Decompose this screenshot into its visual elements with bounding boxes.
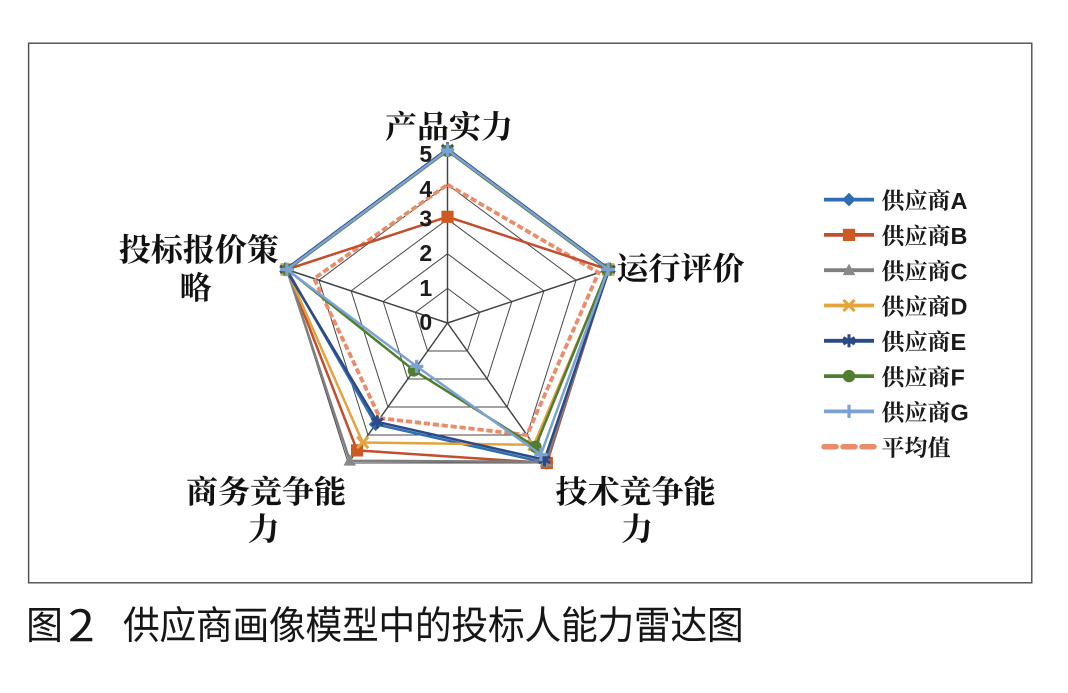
svg-text:B: B bbox=[951, 223, 968, 249]
svg-text:E: E bbox=[951, 329, 967, 355]
svg-text:3: 3 bbox=[419, 206, 432, 232]
svg-text:5: 5 bbox=[419, 141, 432, 167]
svg-text:4: 4 bbox=[419, 176, 432, 202]
svg-text:F: F bbox=[951, 364, 965, 390]
svg-text:0: 0 bbox=[419, 309, 432, 335]
svg-text:1: 1 bbox=[419, 275, 432, 301]
svg-text:C: C bbox=[951, 258, 968, 284]
svg-text:A: A bbox=[951, 188, 968, 214]
svg-text:G: G bbox=[951, 400, 969, 426]
svg-text:2: 2 bbox=[419, 240, 432, 266]
svg-text:D: D bbox=[951, 294, 968, 320]
